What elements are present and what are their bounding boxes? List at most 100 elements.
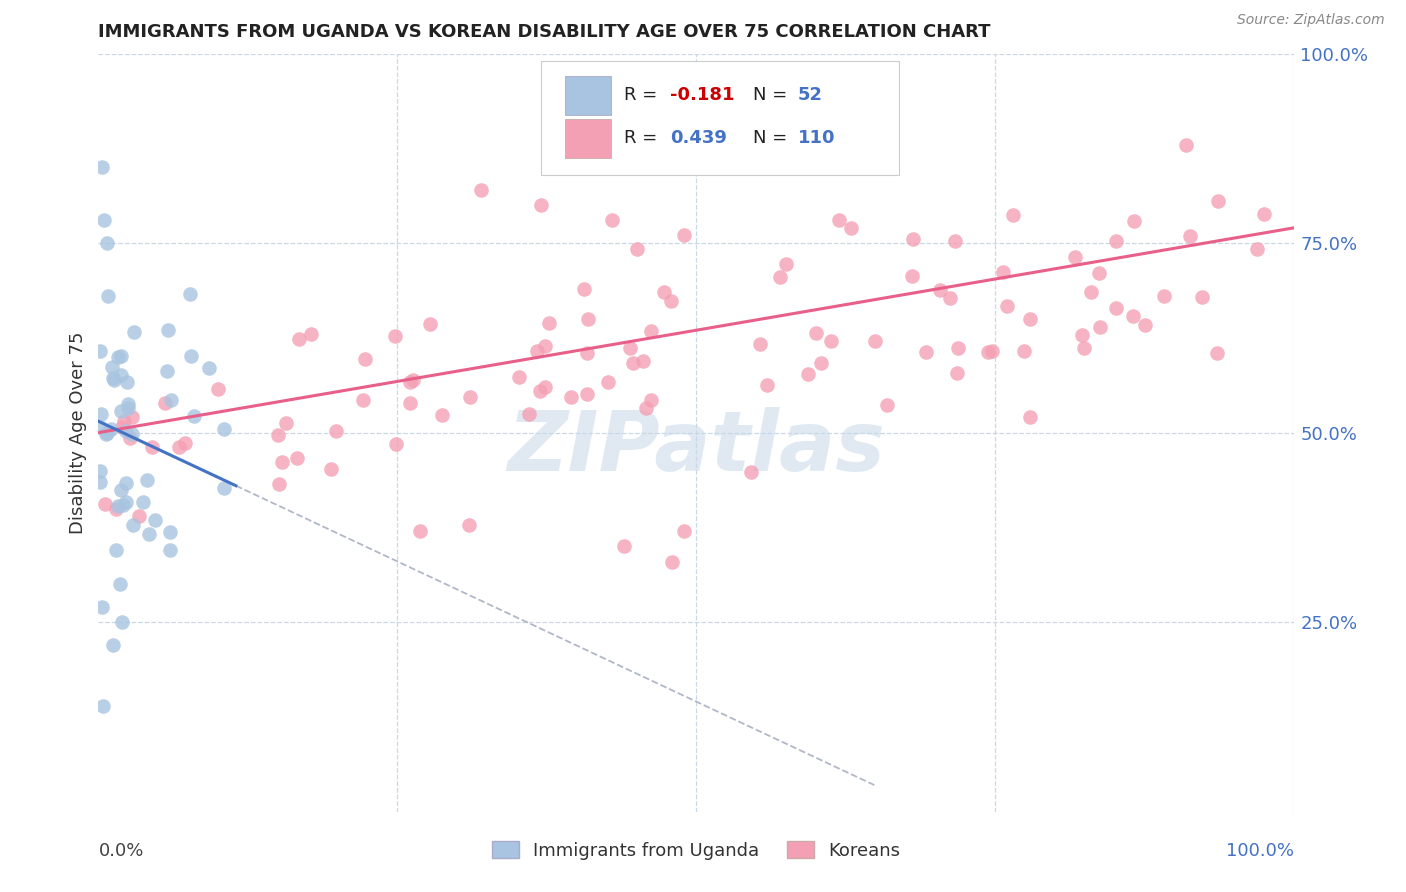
Point [613, 539, 636, 553]
Text: N =: N = [754, 87, 793, 104]
Point [534, 338, 557, 352]
Point [114, 475, 136, 490]
Point [107, 500, 129, 514]
Point [159, 543, 181, 558]
Point [938, 291, 960, 305]
FancyBboxPatch shape [541, 62, 900, 175]
Point [619, 341, 641, 355]
Point [179, 287, 201, 301]
Point [673, 524, 696, 539]
Point [993, 265, 1015, 279]
Point [652, 285, 675, 299]
Point [432, 408, 454, 422]
Point [526, 344, 548, 359]
Point [267, 427, 290, 442]
Point [841, 221, 863, 235]
Point [285, 450, 308, 465]
Point [1253, 207, 1275, 221]
Point [640, 324, 662, 338]
Point [1206, 194, 1229, 208]
Point [470, 183, 492, 197]
Point [1153, 289, 1175, 303]
Point [928, 283, 950, 297]
Point [100, 422, 122, 436]
Text: 100.0%: 100.0% [1226, 842, 1294, 860]
Point [94, 426, 117, 441]
Point [659, 294, 682, 309]
Point [101, 638, 124, 652]
Text: -0.181: -0.181 [669, 87, 734, 104]
Point [207, 382, 229, 396]
Point [112, 414, 135, 428]
Point [354, 352, 377, 367]
Point [529, 384, 551, 398]
Point [1012, 344, 1035, 359]
Point [156, 364, 179, 378]
Legend: Immigrants from Uganda, Koreans: Immigrants from Uganda, Koreans [485, 834, 907, 867]
Point [1018, 312, 1040, 326]
Point [138, 526, 160, 541]
Point [384, 437, 406, 451]
Point [399, 375, 422, 389]
Point [111, 615, 134, 630]
Point [107, 350, 129, 364]
Point [1246, 242, 1268, 256]
Point [118, 431, 141, 445]
Point [1001, 208, 1024, 222]
Point [810, 356, 832, 370]
Point [775, 257, 797, 271]
Point [115, 375, 138, 389]
Point [806, 326, 828, 340]
Point [93, 213, 115, 227]
Point [1088, 320, 1111, 334]
Point [180, 349, 202, 363]
Text: R =: R = [624, 87, 664, 104]
Text: 0.0%: 0.0% [98, 842, 143, 860]
Point [89, 464, 111, 478]
Point [575, 345, 598, 359]
FancyBboxPatch shape [565, 119, 612, 158]
Point [135, 473, 157, 487]
Point [634, 401, 657, 416]
Point [673, 228, 696, 243]
Point [110, 483, 132, 497]
Point [1175, 137, 1198, 152]
FancyBboxPatch shape [565, 76, 612, 115]
Point [325, 424, 347, 438]
Point [1080, 285, 1102, 299]
Point [128, 508, 150, 523]
Point [115, 495, 138, 509]
Text: 110: 110 [797, 129, 835, 147]
Point [876, 398, 898, 412]
Point [197, 360, 219, 375]
Point [820, 334, 842, 348]
Point [267, 476, 290, 491]
Point [401, 373, 423, 387]
Point [131, 495, 153, 509]
Point [749, 337, 772, 351]
Point [409, 524, 432, 539]
Point [534, 380, 557, 394]
Point [384, 329, 406, 343]
Point [96, 426, 118, 441]
Point [419, 317, 441, 331]
Point [117, 397, 139, 411]
Point [915, 345, 938, 359]
Point [1063, 250, 1085, 264]
Point [576, 312, 599, 326]
Point [276, 416, 298, 430]
Point [903, 232, 925, 246]
Text: ZIPatlas: ZIPatlas [508, 408, 884, 488]
Point [122, 325, 145, 339]
Point [214, 481, 236, 495]
Point [103, 373, 125, 387]
Point [1105, 301, 1128, 315]
Point [121, 427, 143, 442]
Point [117, 401, 139, 415]
Point [768, 269, 790, 284]
Point [157, 323, 180, 337]
Point [122, 518, 145, 533]
Point [1019, 409, 1042, 424]
Point [900, 269, 922, 284]
Point [160, 392, 183, 407]
